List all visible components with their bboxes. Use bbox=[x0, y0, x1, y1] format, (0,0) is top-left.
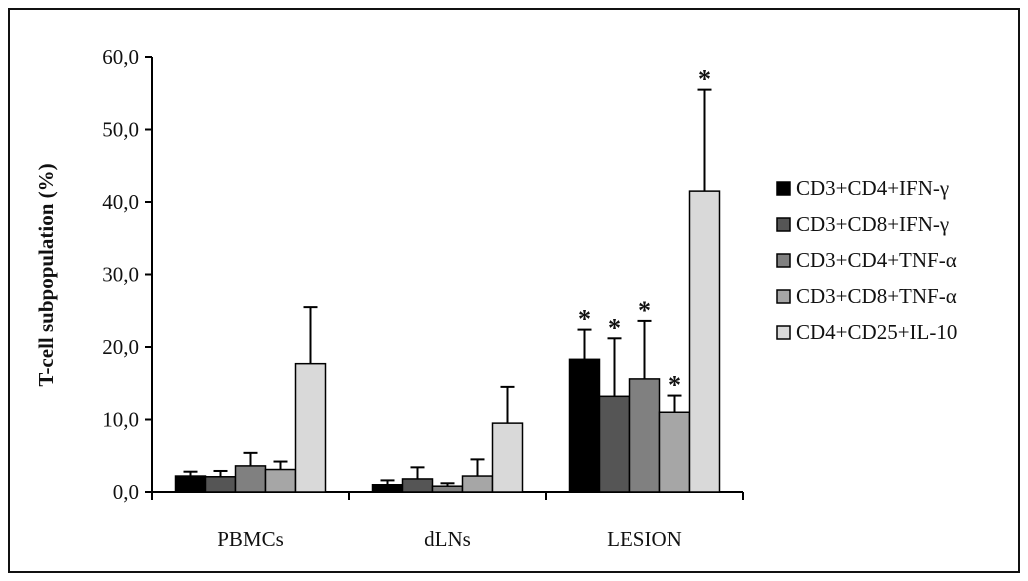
legend-swatch bbox=[776, 217, 791, 232]
y-tick-label: 40,0 bbox=[102, 190, 139, 214]
bar bbox=[264, 468, 297, 493]
legend-label: CD3+CD4+IFN-γ bbox=[796, 176, 949, 200]
bar bbox=[658, 411, 691, 493]
y-axis-title: T-cell subpopulation (%) bbox=[34, 163, 58, 386]
bar bbox=[401, 478, 434, 493]
y-tick-label: 50,0 bbox=[102, 118, 139, 142]
legend-swatch bbox=[776, 181, 791, 196]
y-tick-label: 30,0 bbox=[102, 263, 139, 287]
significance-star: * bbox=[608, 313, 621, 342]
legend-label: CD4+CD25+IL-10 bbox=[796, 320, 957, 344]
significance-star: * bbox=[668, 371, 681, 400]
bar bbox=[371, 484, 404, 493]
bar bbox=[234, 465, 267, 493]
bar bbox=[598, 395, 631, 493]
bar bbox=[294, 362, 327, 493]
significance-star: * bbox=[578, 305, 591, 334]
significance-star: * bbox=[698, 65, 711, 94]
legend-label: CD3+CD4+TNF-α bbox=[796, 248, 957, 272]
bar bbox=[461, 475, 494, 493]
plot-area: 0,0 10,0 20,0 30,0 40,0 50,0 60,0 PBMCs dLNs LESI… bbox=[102, 45, 744, 551]
bar bbox=[688, 190, 721, 493]
y-tick-label: 0,0 bbox=[113, 480, 139, 504]
legend-label: CD3+CD8+TNF-α bbox=[796, 284, 957, 308]
y-tick-label: 20,0 bbox=[102, 335, 139, 359]
bar bbox=[568, 358, 601, 493]
x-tick-label: dLNs bbox=[424, 527, 471, 551]
bar bbox=[491, 422, 524, 493]
legend-swatch bbox=[776, 325, 791, 340]
y-tick-label: 10,0 bbox=[102, 408, 139, 432]
x-tick-label: PBMCs bbox=[217, 527, 284, 551]
legend-swatch bbox=[776, 289, 791, 304]
y-tick-label: 60,0 bbox=[102, 45, 139, 69]
legend-label: CD3+CD8+IFN-γ bbox=[796, 212, 949, 236]
bar bbox=[431, 485, 464, 493]
legend-swatch bbox=[776, 253, 791, 268]
bar bbox=[628, 378, 661, 493]
significance-star: * bbox=[638, 296, 651, 325]
bar bbox=[174, 475, 207, 493]
x-tick-label: LESION bbox=[607, 527, 682, 551]
legend: CD3+CD4+IFN-γ CD3+CD8+IFN-γ CD3+CD4+TNF-α C… bbox=[776, 176, 957, 344]
bar bbox=[204, 476, 237, 493]
